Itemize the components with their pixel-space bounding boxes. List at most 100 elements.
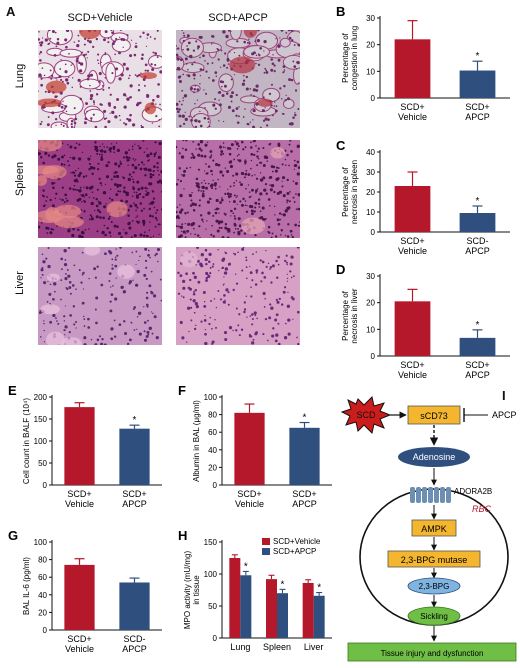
nucleus xyxy=(208,322,211,326)
nucleus xyxy=(268,143,271,146)
nucleus xyxy=(245,259,248,262)
nucleus xyxy=(207,121,210,123)
nucleus xyxy=(285,164,287,166)
nucleus xyxy=(184,117,188,122)
nucleus xyxy=(181,230,183,233)
nucleus xyxy=(264,117,268,121)
nucleus xyxy=(220,153,223,156)
nucleus xyxy=(130,321,133,324)
nucleus xyxy=(275,38,277,40)
nucleus xyxy=(276,177,280,180)
nucleus xyxy=(227,63,230,65)
nucleus xyxy=(222,152,225,155)
nucleus xyxy=(189,278,192,282)
nucleus xyxy=(85,175,88,177)
nucleus xyxy=(227,230,231,233)
lung-vehicle-image xyxy=(38,30,162,128)
nucleus xyxy=(153,37,156,40)
nucleus xyxy=(206,141,209,144)
nucleus xyxy=(63,154,66,157)
nucleus xyxy=(88,228,90,230)
nucleus xyxy=(250,341,255,345)
nucleus xyxy=(146,305,149,308)
nucleus xyxy=(227,303,230,306)
hemorrhage xyxy=(270,147,286,159)
nucleus xyxy=(292,196,295,199)
nucleus xyxy=(285,32,288,34)
nucleus xyxy=(235,196,237,198)
nucleus xyxy=(250,93,252,96)
nucleus xyxy=(197,280,201,284)
nucleus xyxy=(43,329,45,332)
nucleus xyxy=(250,152,254,156)
y-axis-label-group: Percentage ofnecrosis in liver xyxy=(341,288,359,343)
nucleus xyxy=(246,41,249,44)
nucleus xyxy=(249,191,251,193)
nucleus xyxy=(110,293,114,296)
nucleus xyxy=(228,201,231,203)
nucleus xyxy=(286,263,288,266)
nucleus xyxy=(186,211,189,214)
nucleus xyxy=(182,32,185,34)
nucleus xyxy=(214,98,217,101)
nucleus xyxy=(227,195,231,199)
nucleus xyxy=(199,236,201,238)
nucleus xyxy=(47,280,49,283)
nucleus xyxy=(139,202,143,205)
nucleus xyxy=(78,234,82,238)
nucleus xyxy=(100,61,102,64)
nucleus xyxy=(215,163,219,167)
nucleus xyxy=(156,166,159,169)
nucleus xyxy=(245,295,248,298)
y-axis-label-group: MPO activity (mU/mg)in tissue xyxy=(183,551,201,630)
nucleus xyxy=(97,59,99,62)
nucleus xyxy=(140,161,144,164)
nucleus xyxy=(153,165,156,168)
nucleus xyxy=(209,316,211,319)
nucleus xyxy=(80,281,83,284)
scd73-label: sCD73 xyxy=(420,411,448,421)
nucleus xyxy=(153,152,157,156)
nucleus xyxy=(262,109,265,113)
nucleus xyxy=(182,100,184,102)
nucleus xyxy=(104,183,106,186)
nucleus xyxy=(212,263,215,265)
nucleus xyxy=(158,141,162,146)
nucleus xyxy=(113,224,117,228)
nucleus xyxy=(86,57,88,59)
nucleus xyxy=(286,202,288,204)
nucleus xyxy=(176,45,177,47)
nucleus xyxy=(182,279,186,283)
nucleus xyxy=(251,317,254,320)
nucleus xyxy=(77,34,80,37)
nucleus xyxy=(157,83,160,86)
significance-marker: * xyxy=(281,579,285,590)
nucleus xyxy=(184,57,188,61)
nucleus xyxy=(65,45,68,49)
nucleus xyxy=(137,163,140,166)
nucleus xyxy=(248,204,252,208)
nucleus xyxy=(195,305,199,309)
y-tick-label: 100 xyxy=(34,437,48,446)
nucleus xyxy=(87,326,91,329)
nucleus xyxy=(259,259,262,262)
nucleus xyxy=(87,317,90,321)
nucleus xyxy=(204,248,208,252)
nucleus xyxy=(68,280,72,284)
nucleus xyxy=(250,141,252,144)
nucleus xyxy=(193,275,197,279)
nucleus xyxy=(40,277,42,279)
nucleus xyxy=(146,291,149,294)
nucleus xyxy=(55,77,57,80)
nucleus xyxy=(65,197,67,200)
nucleus xyxy=(154,254,157,257)
nucleus xyxy=(96,338,100,342)
nucleus xyxy=(229,51,231,53)
nucleus xyxy=(297,310,300,314)
nucleus xyxy=(228,152,232,156)
nucleus xyxy=(255,84,259,88)
nucleus xyxy=(105,175,110,179)
nucleus xyxy=(297,43,300,47)
nucleus xyxy=(197,143,201,146)
nucleus xyxy=(242,74,245,77)
